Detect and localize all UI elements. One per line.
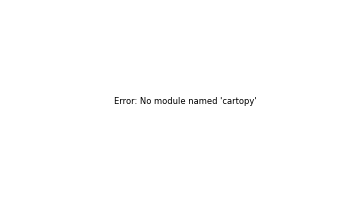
Text: Error: No module named 'cartopy': Error: No module named 'cartopy' <box>114 97 257 106</box>
